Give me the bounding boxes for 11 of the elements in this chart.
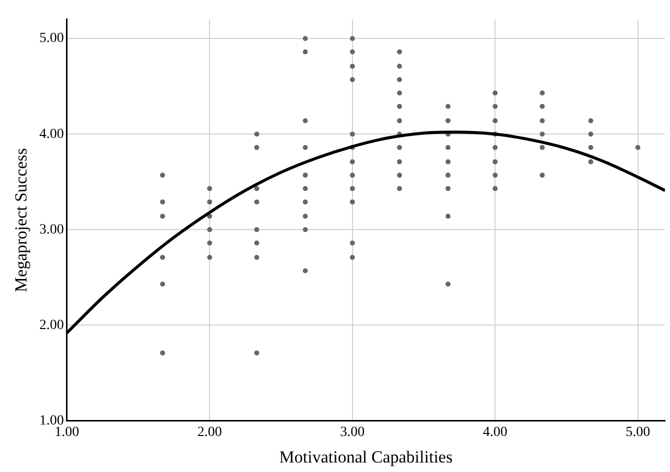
x-tick-label: 5.00 — [626, 424, 650, 440]
x-tick-label: 4.00 — [482, 424, 508, 440]
y-tick-label: 5.00 — [39, 31, 64, 46]
y-tick-label: 2.00 — [39, 318, 64, 333]
y-tick-label: 3.00 — [39, 222, 64, 238]
x-axis-title: Motivational Capabilities — [279, 447, 453, 466]
y-axis-title: Megaproject Success — [12, 148, 31, 292]
x-tick-label: 2.00 — [197, 424, 222, 440]
x-tick-label: 1.00 — [54, 424, 80, 440]
y-tick-label: 4.00 — [39, 126, 64, 142]
x-tick-label: 3.00 — [340, 424, 365, 440]
